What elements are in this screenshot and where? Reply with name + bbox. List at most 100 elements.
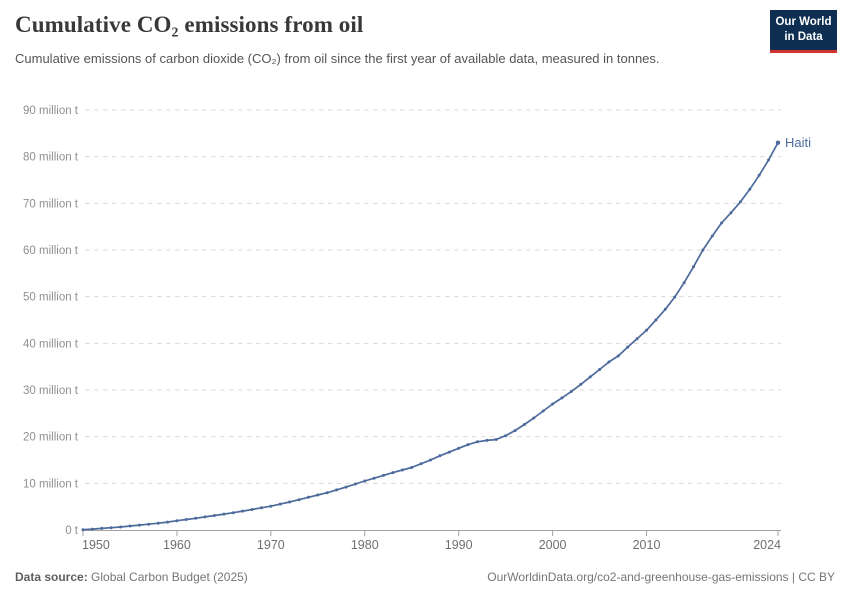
entity-label-haiti[interactable]: Haiti: [785, 135, 811, 150]
data-point[interactable]: [645, 328, 648, 332]
data-source-value: Global Carbon Budget (2025): [87, 570, 248, 584]
data-point[interactable]: [175, 519, 179, 523]
data-point[interactable]: [720, 221, 724, 225]
data-point[interactable]: [382, 473, 385, 477]
x-tick-label: 1980: [351, 538, 379, 552]
data-point[interactable]: [541, 409, 545, 413]
data-point[interactable]: [476, 440, 479, 444]
y-tick-label: 80 million t: [23, 152, 79, 164]
chart-title: Cumulative CO₂ emissions from oil: [15, 12, 364, 37]
y-tick-label: 0 t: [65, 525, 79, 537]
data-point[interactable]: [288, 500, 292, 504]
data-point[interactable]: [231, 511, 235, 515]
data-point[interactable]: [457, 446, 461, 450]
data-point[interactable]: [222, 512, 226, 516]
data-point[interactable]: [344, 485, 348, 489]
data-point[interactable]: [259, 506, 263, 510]
data-point[interactable]: [81, 528, 85, 532]
data-point[interactable]: [729, 211, 733, 215]
data-point[interactable]: [532, 416, 536, 420]
data-point[interactable]: [128, 524, 132, 528]
data-point[interactable]: [391, 471, 395, 475]
data-point[interactable]: [579, 382, 583, 386]
x-tick-label: 2024: [753, 538, 781, 552]
data-point[interactable]: [119, 525, 123, 529]
data-point[interactable]: [504, 434, 508, 438]
data-point[interactable]: [438, 454, 442, 458]
x-tick-label: 1990: [445, 538, 473, 552]
data-point[interactable]: [522, 423, 526, 426]
data-point[interactable]: [626, 345, 630, 349]
data-point[interactable]: [278, 502, 282, 506]
y-tick-label: 90 million t: [23, 105, 79, 117]
data-point[interactable]: [569, 389, 573, 393]
data-point[interactable]: [485, 438, 489, 442]
data-point[interactable]: [682, 281, 686, 285]
chart-subtitle: Cumulative emissions of carbon dioxide (…: [15, 51, 660, 66]
data-point[interactable]: [588, 375, 592, 379]
data-point[interactable]: [400, 468, 404, 472]
data-point[interactable]: [410, 466, 414, 469]
data-point[interactable]: [156, 521, 160, 525]
data-point[interactable]: [306, 495, 310, 499]
data-point[interactable]: [335, 488, 339, 492]
data-point[interactable]: [607, 360, 611, 364]
data-point[interactable]: [372, 476, 376, 480]
data-point[interactable]: [147, 522, 151, 526]
data-point[interactable]: [635, 337, 639, 341]
data-point[interactable]: [353, 482, 357, 486]
data-point[interactable]: [109, 526, 113, 530]
data-point[interactable]: [673, 295, 677, 299]
data-point[interactable]: [419, 462, 423, 466]
data-point[interactable]: [748, 187, 752, 191]
x-tick-label: 2000: [539, 538, 567, 552]
data-point[interactable]: [316, 493, 320, 497]
x-tick-label: 1970: [257, 538, 285, 552]
data-point[interactable]: [269, 504, 273, 508]
data-point[interactable]: [100, 526, 104, 530]
data-point[interactable]: [598, 368, 602, 371]
y-tick-label: 50 million t: [23, 292, 79, 304]
data-point[interactable]: [297, 498, 301, 502]
owid-logo[interactable]: Our World in Data: [770, 10, 837, 53]
footer-citation-link[interactable]: OurWorldinData.org/co2-and-greenhouse-ga…: [487, 570, 835, 584]
data-point[interactable]: [551, 402, 555, 406]
data-point[interactable]: [738, 200, 742, 204]
data-point[interactable]: [203, 515, 207, 519]
data-point[interactable]: [513, 429, 517, 433]
data-point[interactable]: [213, 514, 216, 517]
data-point[interactable]: [494, 438, 498, 441]
data-point[interactable]: [363, 479, 367, 483]
x-tick-label: 1950: [82, 538, 110, 552]
data-point[interactable]: [654, 318, 658, 322]
data-point[interactable]: [90, 527, 94, 531]
series-end-dot[interactable]: [775, 140, 781, 145]
data-point[interactable]: [466, 443, 470, 447]
data-point[interactable]: [616, 354, 620, 358]
y-tick-label: 20 million t: [23, 432, 79, 444]
data-point[interactable]: [184, 518, 188, 521]
data-source-label: Data source:: [15, 570, 88, 584]
data-point[interactable]: [767, 158, 771, 162]
y-tick-label: 30 million t: [23, 385, 79, 397]
data-point[interactable]: [710, 234, 714, 238]
data-point[interactable]: [325, 491, 329, 495]
data-point[interactable]: [757, 173, 761, 177]
data-source: Data source: Global Carbon Budget (2025): [15, 570, 248, 584]
data-point[interactable]: [429, 458, 432, 462]
data-point[interactable]: [663, 307, 667, 311]
data-point[interactable]: [166, 520, 169, 524]
y-tick-label: 40 million t: [23, 338, 79, 350]
y-tick-label: 60 million t: [23, 245, 79, 257]
data-point[interactable]: [250, 508, 254, 511]
data-point[interactable]: [560, 396, 564, 400]
data-point[interactable]: [194, 516, 198, 520]
data-point[interactable]: [692, 265, 695, 269]
data-point[interactable]: [137, 523, 141, 527]
data-point[interactable]: [447, 450, 451, 454]
data-point[interactable]: [241, 509, 245, 513]
data-point[interactable]: [701, 248, 705, 252]
